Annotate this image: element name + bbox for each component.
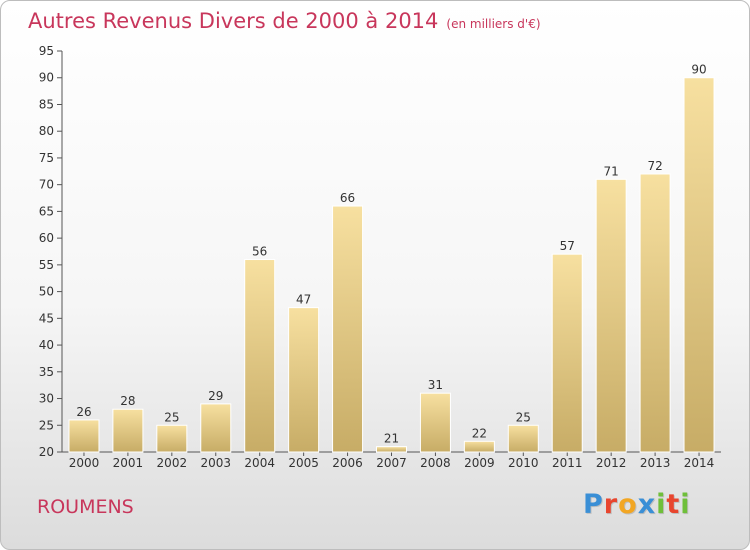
y-tick-label: 75 [39,151,54,165]
logo-letter: x [637,489,657,520]
y-tick-label: 20 [39,445,54,459]
data-label-2005: 47 [296,293,311,307]
x-tick-label: 2005 [288,456,319,470]
x-tick-label: 2003 [200,456,231,470]
x-axis: 2000 2001 2002 2003 2004 2005 2006 2007 2008 2009… [62,451,721,470]
y-axis: 20 25 30 35 40 45 50 55 60 65 70 75 80 85 90 95 [39,44,63,459]
x-tick-label: 2013 [640,456,671,470]
bar-2002[interactable] [156,424,188,453]
data-label-2009: 22 [472,426,487,440]
data-label-2012: 71 [604,164,619,178]
bar-2011[interactable] [551,253,583,453]
y-tick-label: 55 [39,258,54,272]
bar-2001[interactable] [112,408,144,453]
x-tick-label: 2004 [244,456,275,470]
data-label-2007: 21 [384,432,399,446]
bar-2012[interactable] [595,178,627,453]
proxiti-logo[interactable]: Proxiti [583,489,691,520]
logo-letter: i [680,489,691,520]
x-tick-label: 2001 [113,456,144,470]
bar-2009[interactable] [463,440,495,453]
y-tick-label: 65 [39,204,54,218]
y-tick-label: 60 [39,231,54,245]
x-tick-label: 2002 [157,456,188,470]
logo-letter: P [583,489,604,520]
bar-2008[interactable] [419,392,451,453]
bar-2004[interactable] [244,259,276,453]
bar-2003[interactable] [200,403,232,453]
x-tick-label: 2009 [464,456,495,470]
logo-letter: t [666,489,681,520]
y-tick-label: 95 [39,44,54,58]
place-name: ROUMENS [37,496,134,518]
bar-2014[interactable] [683,77,715,453]
data-label-2013: 72 [647,159,662,173]
x-tick-label: 2012 [596,456,627,470]
title-row: Autres Revenus Divers de 2000 à 2014 (en … [28,9,541,33]
bar-2013[interactable] [639,173,671,453]
y-tick-label: 30 [39,392,54,406]
data-label-2001: 28 [120,394,135,408]
bar-2005[interactable] [288,307,320,453]
y-tick-label: 45 [39,311,54,325]
x-tick-label: 2011 [552,456,583,470]
bar-2006[interactable] [332,205,364,453]
bar-2000[interactable] [68,419,100,453]
data-label-2002: 25 [164,410,179,424]
x-tick-label: 2014 [684,456,715,470]
data-label-2004: 56 [252,245,267,259]
x-tick-label: 2008 [420,456,451,470]
bar-2007[interactable] [376,446,407,453]
y-tick-label: 35 [39,365,54,379]
logo-letter: o [618,489,638,520]
data-label-2008: 31 [428,378,443,392]
y-tick-label: 90 [39,71,54,85]
y-tick-label: 70 [39,178,54,192]
y-tick-label: 85 [39,97,54,111]
x-tick-label: 2000 [69,456,100,470]
data-label-2000: 26 [76,405,91,419]
data-label-2006: 66 [340,191,355,205]
bar-2010[interactable] [507,424,539,453]
x-tick-label: 2006 [332,456,363,470]
data-labels: 26 28 25 29 56 47 66 21 31 22 25 57 71 72 90 [76,63,706,446]
chart-title: Autres Revenus Divers de 2000 à 2014 [28,9,439,33]
data-label-2010: 25 [516,410,531,424]
y-tick-label: 80 [39,124,54,138]
logo-letter: i [656,489,667,520]
data-label-2014: 90 [691,63,706,77]
x-tick-label: 2010 [508,456,539,470]
y-tick-label: 25 [39,418,54,432]
logo-letter: r [603,489,619,520]
chart-subtitle: (en milliers d'€) [446,17,541,31]
data-label-2003: 29 [208,389,223,403]
data-label-2011: 57 [560,239,575,253]
x-tick-label: 2007 [376,456,407,470]
y-tick-label: 50 [39,285,54,299]
y-tick-label: 40 [39,338,54,352]
bars [68,77,715,453]
